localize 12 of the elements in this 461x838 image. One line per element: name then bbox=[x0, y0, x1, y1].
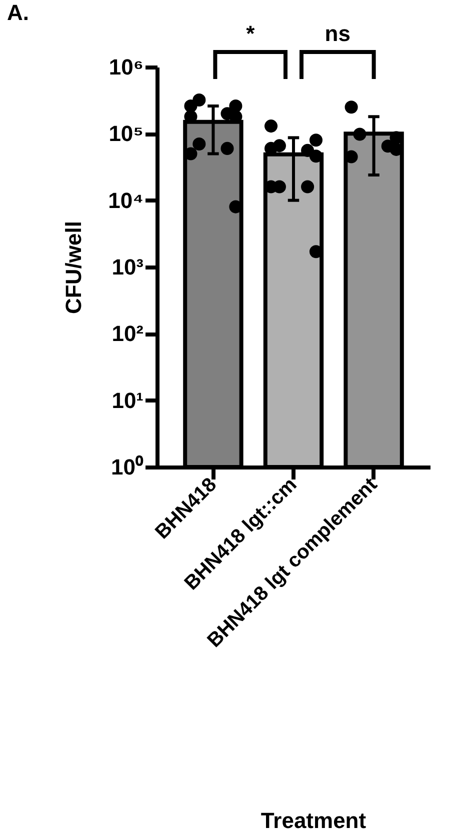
text: A. bbox=[7, 0, 29, 25]
y-tick-label: 10¹ bbox=[112, 388, 144, 413]
y-axis-title: CFU/well bbox=[61, 221, 86, 314]
y-tick-label: 10⁶ bbox=[108, 54, 144, 80]
y-tick-label: 10² bbox=[112, 321, 144, 346]
text: Treatment bbox=[260, 808, 367, 833]
y-tick-label: 10⁵ bbox=[108, 121, 144, 146]
text: ns bbox=[324, 21, 350, 46]
text: * bbox=[246, 21, 256, 46]
y-tick-label: 10³ bbox=[112, 254, 144, 280]
y-tick-label: 10⁰ bbox=[111, 454, 144, 480]
y-tick-label: 10⁴ bbox=[108, 188, 144, 213]
